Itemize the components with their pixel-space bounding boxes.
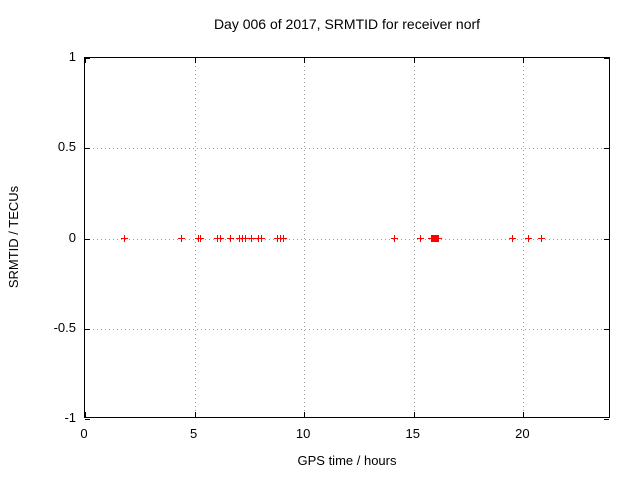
y-tick-label: -0.5 <box>53 319 76 335</box>
data-point-marker <box>435 235 443 242</box>
marker-vertical-stroke <box>180 235 182 242</box>
gridline-x-15 <box>414 58 415 417</box>
x-tick-label: 5 <box>189 426 198 441</box>
x-tick-mark-top <box>85 58 86 63</box>
data-point-marker <box>121 235 129 242</box>
marker-vertical-stroke <box>527 235 529 242</box>
marker-vertical-stroke <box>394 235 396 242</box>
y-tick-mark <box>85 148 90 149</box>
y-tick-label: 0.5 <box>57 139 76 155</box>
data-point-marker <box>538 235 546 242</box>
data-point-marker <box>177 235 185 242</box>
x-axis-label: GPS time / hours <box>297 453 397 468</box>
x-tick-label: 0 <box>80 426 88 441</box>
y-tick-mark <box>85 58 90 59</box>
marker-vertical-stroke <box>251 235 253 242</box>
data-point-marker <box>279 235 287 242</box>
marker-vertical-stroke <box>230 235 232 242</box>
marker-vertical-stroke <box>438 235 440 242</box>
gridline-y--0.5 <box>85 329 609 330</box>
x-tick-mark-top <box>195 58 196 63</box>
gridline-y-0 <box>85 239 609 240</box>
y-tick-mark-right <box>604 329 609 330</box>
y-tick-mark <box>85 239 90 240</box>
x-tick-label: 20 <box>515 426 530 441</box>
gridline-x-20 <box>523 58 524 417</box>
y-tick-mark <box>85 419 90 420</box>
y-tick-label: 1 <box>68 49 76 64</box>
marker-vertical-stroke <box>541 235 543 242</box>
marker-vertical-stroke <box>282 235 284 242</box>
x-tick-mark <box>414 412 415 417</box>
gridline-x-10 <box>304 58 305 417</box>
data-point-marker <box>217 235 225 242</box>
data-point-marker <box>524 235 532 242</box>
x-tick-mark-top <box>523 58 524 63</box>
plot-area <box>84 57 610 420</box>
chart-title: Day 006 of 2017, SRMTID for receiver nor… <box>213 16 481 32</box>
x-tick-label: 15 <box>405 426 420 441</box>
data-point-marker <box>227 235 235 242</box>
y-tick-mark-right <box>604 148 609 149</box>
marker-vertical-stroke <box>244 235 246 242</box>
marker-vertical-stroke <box>124 235 126 242</box>
data-point-marker <box>197 235 204 242</box>
x-tick-mark <box>195 412 196 417</box>
data-point-marker <box>416 235 424 242</box>
gridline-y-0.5 <box>85 148 609 149</box>
data-point-marker <box>248 235 256 242</box>
y-tick-mark <box>85 329 90 330</box>
marker-vertical-stroke <box>220 235 222 242</box>
x-tick-mark <box>85 412 86 417</box>
x-tick-label: 10 <box>295 426 311 441</box>
marker-vertical-stroke <box>512 235 514 242</box>
data-point-marker <box>257 235 265 242</box>
x-tick-mark <box>523 412 524 417</box>
marker-vertical-stroke <box>419 235 421 242</box>
marker-vertical-stroke <box>200 235 201 242</box>
x-tick-mark-top <box>414 58 415 63</box>
y-tick-label: -1 <box>64 410 76 425</box>
data-point-marker <box>391 235 399 242</box>
y-tick-mark-right <box>604 239 609 240</box>
data-point-marker <box>241 235 249 242</box>
y-tick-mark-right <box>604 58 609 59</box>
y-tick-mark-right <box>604 419 609 420</box>
x-tick-mark-top <box>304 58 305 63</box>
data-point-marker <box>509 235 517 242</box>
marker-vertical-stroke <box>260 235 262 242</box>
gridline-x-5 <box>195 58 196 417</box>
x-tick-mark <box>304 412 305 417</box>
y-tick-label: 0 <box>68 229 76 245</box>
